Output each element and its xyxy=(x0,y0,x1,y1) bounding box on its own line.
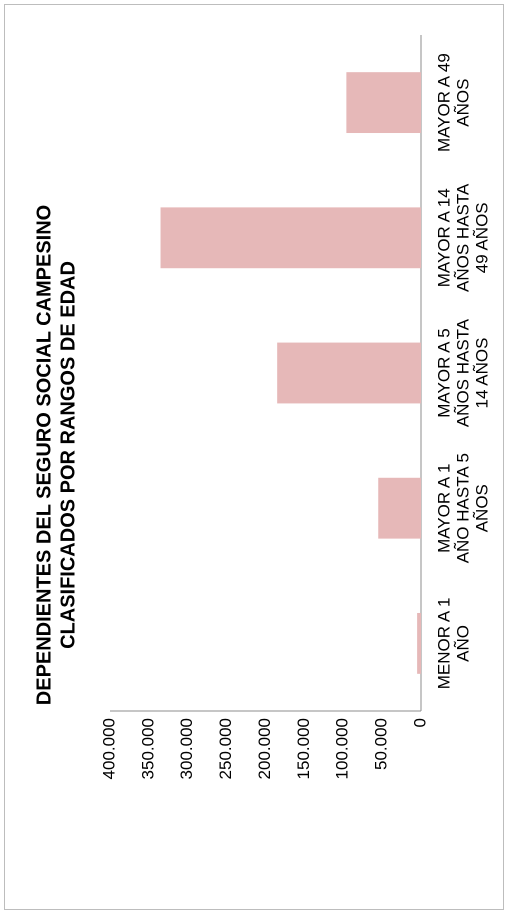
category-label: MENOR A 1 xyxy=(434,598,453,690)
category-label: MAYOR A 1 xyxy=(434,463,453,552)
value-tick-label: 0 xyxy=(410,718,429,727)
value-tick-label: 200.000 xyxy=(255,718,274,779)
category-label: 49 AÑOS xyxy=(472,202,491,273)
value-tick-labels: 0 50.000 100.000 150.000 200.000 250.000 300.0… xyxy=(99,718,429,779)
value-tick-label: 100.000 xyxy=(333,718,352,779)
value-tick-label: 350.000 xyxy=(138,718,157,779)
value-tick-label: 250.000 xyxy=(216,718,235,779)
bar-5 xyxy=(346,72,421,134)
chart-frame xyxy=(4,4,504,910)
category-label: 14 AÑOS xyxy=(472,338,491,409)
category-label: MAYOR A 14 xyxy=(434,188,453,287)
category-label: AÑO HASTA 5 xyxy=(453,453,472,563)
bar-4 xyxy=(160,207,421,269)
bar-3 xyxy=(277,342,421,404)
value-tick-label: 150.000 xyxy=(294,718,313,779)
chart-title-line-1: DEPENDIENTES DEL SEGURO SOCIAL CAMPESINO xyxy=(33,205,55,705)
category-label: AÑOS xyxy=(472,484,491,532)
category-label: MAYOR A 5 xyxy=(434,328,453,417)
value-tick-label: 300.000 xyxy=(177,718,196,779)
chart-title: DEPENDIENTES DEL SEGURO SOCIAL CAMPESINO… xyxy=(33,205,79,705)
bars-group xyxy=(160,72,421,674)
category-label: AÑOS xyxy=(453,79,472,127)
value-tick-label: 400.000 xyxy=(99,718,118,779)
category-label: MAYOR A 49 xyxy=(434,53,453,152)
category-label: AÑOS HASTA xyxy=(453,183,472,292)
category-label: AÑO xyxy=(453,625,472,662)
bar-2 xyxy=(378,477,421,539)
category-label: AÑOS HASTA xyxy=(453,318,472,427)
chart-title-line-2: CLASIFICADOS POR RANGOS DE EDAD xyxy=(57,261,79,649)
value-tick-label: 50.000 xyxy=(372,718,391,770)
bar-1 xyxy=(417,612,421,674)
